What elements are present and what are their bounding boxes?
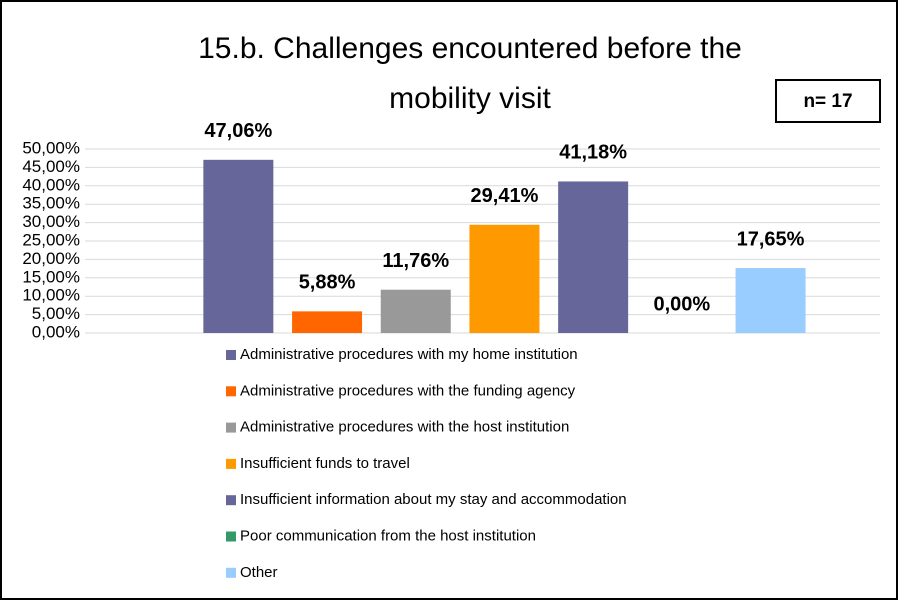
data-label: 47,06% bbox=[204, 120, 272, 142]
legend-swatch bbox=[226, 531, 236, 542]
legend-swatch bbox=[226, 386, 236, 397]
annotation: n= 17 bbox=[803, 91, 852, 112]
data-label: 11,76% bbox=[382, 250, 449, 272]
legend-label: Administrative procedures with the fundi… bbox=[240, 382, 576, 399]
legend-label: Administrative procedures with my home i… bbox=[240, 346, 578, 363]
legend-swatch bbox=[226, 567, 236, 578]
legend-label: Poor communication from the host institu… bbox=[240, 527, 536, 544]
legend-swatch bbox=[226, 458, 236, 469]
y-tick-label: 5,00% bbox=[32, 304, 80, 323]
annotation-box bbox=[775, 79, 881, 123]
legend-swatch bbox=[226, 350, 236, 360]
y-tick-label: 35,00% bbox=[22, 194, 80, 213]
bar bbox=[292, 311, 363, 333]
legend-swatch bbox=[226, 495, 236, 506]
data-label: 0,00% bbox=[653, 293, 710, 315]
legend-label: Insufficient information about my stay a… bbox=[240, 491, 627, 508]
legend-label: Administrative procedures with the host … bbox=[240, 419, 569, 436]
legend-swatch bbox=[226, 422, 236, 433]
data-label: 41,18% bbox=[559, 142, 627, 164]
bar bbox=[735, 268, 806, 333]
y-tick-label: 40,00% bbox=[22, 175, 80, 194]
bar bbox=[558, 181, 629, 333]
y-tick-label: 50,00% bbox=[22, 138, 80, 157]
y-tick-label: 20,00% bbox=[22, 249, 80, 268]
y-tick-label: 45,00% bbox=[22, 157, 80, 176]
data-label: 5,88% bbox=[299, 272, 356, 294]
y-tick-label: 15,00% bbox=[22, 267, 80, 286]
chart-title: 15.b. Challenges encountered before the … bbox=[198, 32, 742, 115]
legend-label: Other bbox=[240, 564, 278, 581]
bar bbox=[380, 289, 451, 333]
y-tick-label: 30,00% bbox=[22, 212, 80, 231]
legend-label: Insufficient funds to travel bbox=[240, 455, 410, 472]
y-tick-label: 10,00% bbox=[22, 286, 80, 305]
y-tick-label: 25,00% bbox=[22, 230, 80, 249]
bar bbox=[203, 159, 274, 333]
y-tick-label: 0,00% bbox=[32, 322, 80, 341]
bar bbox=[469, 224, 540, 333]
data-label: 17,65% bbox=[737, 228, 805, 250]
data-label: 29,41% bbox=[471, 185, 539, 207]
